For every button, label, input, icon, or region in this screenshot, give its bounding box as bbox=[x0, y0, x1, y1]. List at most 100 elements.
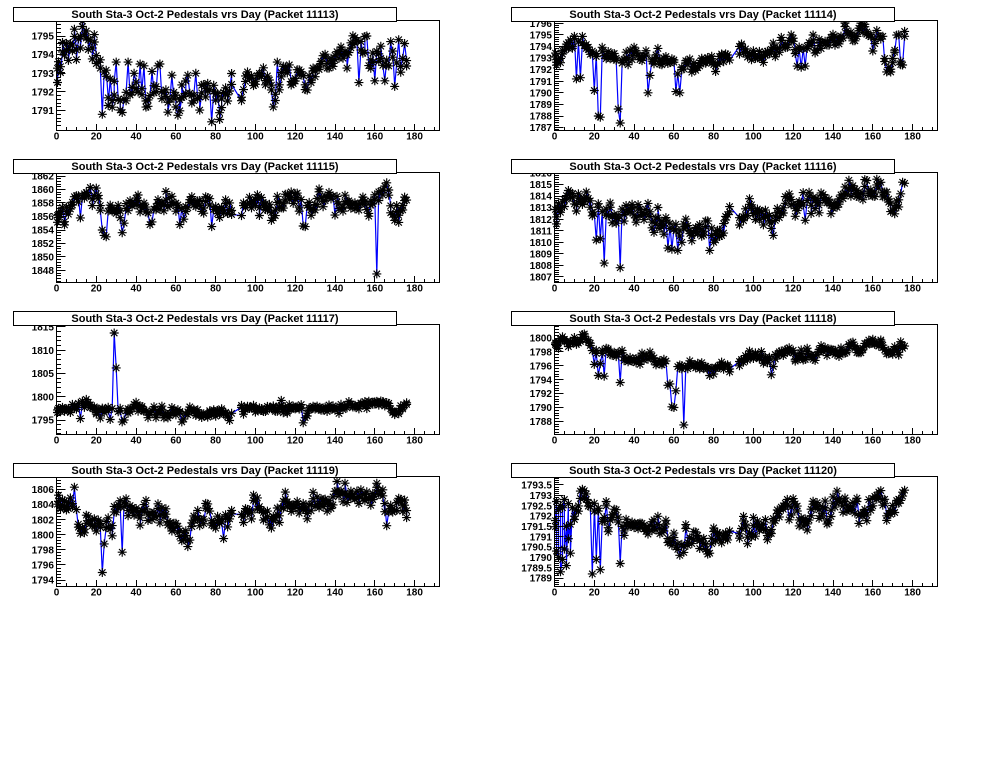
svg-text:160: 160 bbox=[366, 131, 383, 142]
svg-text:180: 180 bbox=[406, 283, 423, 294]
svg-text:0: 0 bbox=[54, 435, 60, 446]
svg-text:80: 80 bbox=[708, 435, 720, 446]
svg-text:0: 0 bbox=[54, 587, 60, 598]
svg-text:South Sta-3 Oct-2 Pedestals vr: South Sta-3 Oct-2 Pedestals vrs Day (Pac… bbox=[71, 465, 339, 477]
svg-text:40: 40 bbox=[131, 587, 143, 598]
svg-text:1793: 1793 bbox=[530, 491, 553, 502]
svg-text:1815: 1815 bbox=[530, 180, 553, 191]
svg-text:1793: 1793 bbox=[530, 54, 553, 65]
svg-text:60: 60 bbox=[668, 283, 680, 294]
svg-text:60: 60 bbox=[170, 587, 182, 598]
svg-text:120: 120 bbox=[785, 131, 802, 142]
svg-text:1795: 1795 bbox=[32, 416, 55, 427]
svg-text:0: 0 bbox=[552, 131, 558, 142]
svg-text:40: 40 bbox=[629, 587, 641, 598]
svg-text:140: 140 bbox=[825, 587, 842, 598]
svg-text:1788: 1788 bbox=[530, 417, 553, 428]
svg-text:40: 40 bbox=[131, 283, 143, 294]
svg-text:1858: 1858 bbox=[32, 199, 55, 210]
svg-text:100: 100 bbox=[745, 283, 762, 294]
svg-text:180: 180 bbox=[904, 587, 921, 598]
svg-text:1812: 1812 bbox=[530, 215, 553, 226]
svg-text:1813: 1813 bbox=[530, 203, 553, 214]
svg-text:1850: 1850 bbox=[32, 253, 55, 264]
svg-text:1794: 1794 bbox=[32, 576, 55, 587]
svg-text:South Sta-3 Oct-2 Pedestals vr: South Sta-3 Oct-2 Pedestals vrs Day (Pac… bbox=[71, 313, 339, 325]
svg-text:140: 140 bbox=[825, 435, 842, 446]
svg-text:180: 180 bbox=[406, 131, 423, 142]
svg-text:1806: 1806 bbox=[32, 485, 55, 496]
svg-text:120: 120 bbox=[287, 131, 304, 142]
svg-text:40: 40 bbox=[629, 435, 641, 446]
svg-text:0: 0 bbox=[552, 435, 558, 446]
svg-text:1798: 1798 bbox=[530, 348, 553, 359]
svg-text:180: 180 bbox=[406, 587, 423, 598]
svg-text:40: 40 bbox=[131, 131, 143, 142]
svg-text:1790: 1790 bbox=[530, 88, 553, 99]
svg-text:160: 160 bbox=[864, 283, 881, 294]
svg-text:20: 20 bbox=[91, 283, 103, 294]
svg-text:180: 180 bbox=[904, 283, 921, 294]
svg-text:140: 140 bbox=[327, 587, 344, 598]
svg-text:1804: 1804 bbox=[32, 500, 55, 511]
svg-text:1791.5: 1791.5 bbox=[521, 522, 552, 533]
svg-text:1809: 1809 bbox=[530, 250, 553, 261]
svg-text:1862: 1862 bbox=[32, 172, 55, 183]
svg-text:80: 80 bbox=[210, 131, 222, 142]
svg-text:140: 140 bbox=[327, 283, 344, 294]
svg-text:160: 160 bbox=[366, 587, 383, 598]
svg-text:140: 140 bbox=[327, 435, 344, 446]
svg-text:0: 0 bbox=[54, 283, 60, 294]
svg-text:20: 20 bbox=[589, 435, 601, 446]
svg-text:1791: 1791 bbox=[530, 532, 553, 543]
svg-text:20: 20 bbox=[91, 587, 103, 598]
svg-text:South Sta-3 Oct-2 Pedestals vr: South Sta-3 Oct-2 Pedestals vrs Day (Pac… bbox=[71, 161, 339, 173]
svg-text:60: 60 bbox=[170, 283, 182, 294]
svg-text:0: 0 bbox=[552, 587, 558, 598]
svg-text:40: 40 bbox=[629, 283, 641, 294]
svg-text:80: 80 bbox=[708, 587, 720, 598]
svg-text:1800: 1800 bbox=[530, 334, 553, 345]
svg-text:100: 100 bbox=[247, 131, 264, 142]
svg-text:140: 140 bbox=[825, 131, 842, 142]
svg-text:South Sta-3 Oct-2 Pedestals vr: South Sta-3 Oct-2 Pedestals vrs Day (Pac… bbox=[71, 9, 339, 21]
svg-text:1790: 1790 bbox=[530, 403, 553, 414]
svg-text:1814: 1814 bbox=[530, 192, 553, 203]
svg-text:60: 60 bbox=[170, 435, 182, 446]
svg-text:60: 60 bbox=[668, 587, 680, 598]
svg-text:60: 60 bbox=[170, 131, 182, 142]
svg-text:20: 20 bbox=[91, 435, 103, 446]
svg-text:1794: 1794 bbox=[530, 42, 553, 53]
svg-text:1792: 1792 bbox=[530, 512, 553, 523]
svg-text:160: 160 bbox=[366, 283, 383, 294]
svg-text:160: 160 bbox=[864, 587, 881, 598]
svg-text:120: 120 bbox=[785, 587, 802, 598]
svg-text:100: 100 bbox=[745, 587, 762, 598]
svg-text:140: 140 bbox=[327, 131, 344, 142]
svg-text:20: 20 bbox=[589, 283, 601, 294]
svg-text:180: 180 bbox=[904, 131, 921, 142]
svg-text:60: 60 bbox=[668, 131, 680, 142]
svg-text:1807: 1807 bbox=[530, 273, 553, 284]
svg-text:1787: 1787 bbox=[530, 123, 553, 134]
svg-text:1798: 1798 bbox=[32, 546, 55, 557]
svg-text:120: 120 bbox=[287, 283, 304, 294]
svg-text:South Sta-3 Oct-2 Pedestals vr: South Sta-3 Oct-2 Pedestals vrs Day (Pac… bbox=[569, 313, 837, 325]
svg-text:120: 120 bbox=[785, 283, 802, 294]
svg-text:1794: 1794 bbox=[530, 375, 553, 386]
svg-text:100: 100 bbox=[247, 587, 264, 598]
svg-text:1792.5: 1792.5 bbox=[521, 501, 552, 512]
svg-text:180: 180 bbox=[904, 435, 921, 446]
svg-text:100: 100 bbox=[247, 435, 264, 446]
svg-text:140: 140 bbox=[825, 283, 842, 294]
svg-text:80: 80 bbox=[708, 131, 720, 142]
svg-text:80: 80 bbox=[210, 283, 222, 294]
svg-text:20: 20 bbox=[589, 587, 601, 598]
svg-text:1789.5: 1789.5 bbox=[521, 563, 552, 574]
svg-text:120: 120 bbox=[287, 587, 304, 598]
svg-text:1810: 1810 bbox=[530, 238, 553, 249]
svg-text:1792: 1792 bbox=[530, 65, 553, 76]
svg-text:80: 80 bbox=[708, 283, 720, 294]
svg-text:1860: 1860 bbox=[32, 185, 55, 196]
svg-text:0: 0 bbox=[552, 283, 558, 294]
